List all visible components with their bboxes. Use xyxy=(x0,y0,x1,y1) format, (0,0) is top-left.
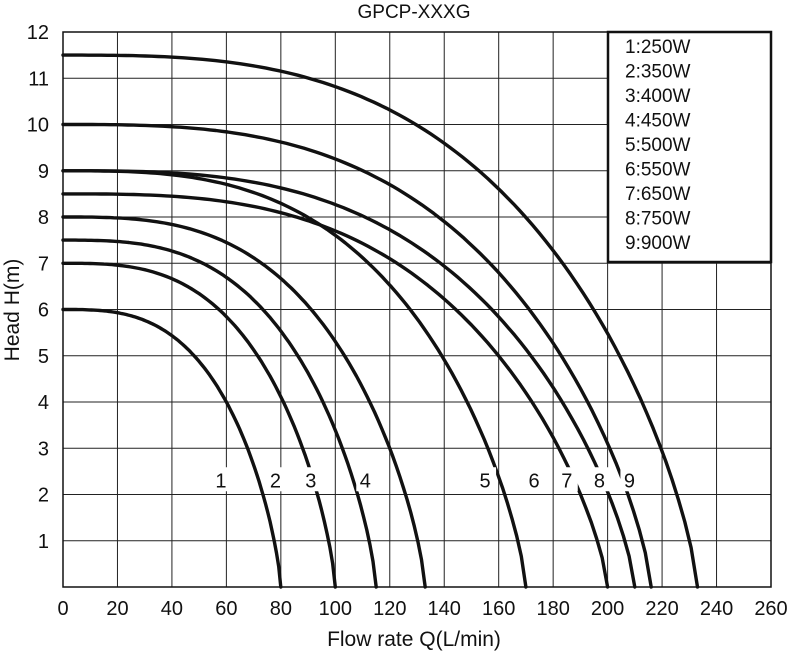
axis-ticks: 0 20 40 60 80 100 120 140 160 180 200 220 240 2601234… xyxy=(27,22,788,620)
x-tick-label: 160 xyxy=(482,598,515,620)
legend-box xyxy=(606,30,773,264)
y-tick-label: 1 xyxy=(38,531,49,553)
y-tick-label: 9 xyxy=(38,161,49,183)
curve-label-9: 9 xyxy=(624,470,635,492)
x-tick-label: 60 xyxy=(215,598,237,620)
curve-2 xyxy=(61,261,337,589)
pump-curves xyxy=(61,53,700,589)
curve-label-bg-5 xyxy=(476,467,497,492)
x-axis-label: Flow rate Q(L/min) xyxy=(327,628,501,651)
x-tick-label: 200 xyxy=(591,598,624,620)
curve-label-bg-6 xyxy=(525,467,546,492)
x-tick-label: 260 xyxy=(754,598,787,620)
x-tick-label: 140 xyxy=(428,598,461,620)
y-tick-label: 2 xyxy=(38,485,49,507)
legend-entry: 2:350W xyxy=(625,62,691,83)
legend-entry: 4:450W xyxy=(625,111,691,132)
y-tick-label: 7 xyxy=(38,253,49,275)
y-tick-label: 4 xyxy=(38,392,49,414)
curve-8 xyxy=(61,122,653,589)
curve-3 xyxy=(61,238,378,589)
legend-entry: 6:550W xyxy=(625,160,691,181)
x-tick-label: 100 xyxy=(319,598,352,620)
curve-label-6: 6 xyxy=(529,470,540,492)
legend-entry: 1:250W xyxy=(625,37,691,58)
curve-label-4: 4 xyxy=(360,470,371,492)
curve-label-bg-2 xyxy=(266,467,287,492)
y-tick-label: 5 xyxy=(38,346,49,368)
x-tick-label: 220 xyxy=(645,598,678,620)
y-tick-label: 3 xyxy=(38,438,49,460)
y-tick-label: 6 xyxy=(38,300,49,322)
curve-label-5: 5 xyxy=(480,470,491,492)
x-tick-label: 80 xyxy=(270,598,292,620)
x-tick-label: 40 xyxy=(161,598,183,620)
curve-label-2: 2 xyxy=(270,470,281,492)
curve-label-bg-9 xyxy=(620,467,641,492)
y-axis-label: Head H(m) xyxy=(1,259,24,362)
curve-label-bg-1 xyxy=(211,467,232,492)
legend-entry: 7:650W xyxy=(625,184,691,205)
curve-label-7: 7 xyxy=(561,470,572,492)
curve-6 xyxy=(61,192,610,589)
y-tick-label: 11 xyxy=(28,68,49,90)
legend-entry: 3:400W xyxy=(625,86,691,107)
x-tick-label: 180 xyxy=(536,598,569,620)
curve-label-bg-3 xyxy=(301,467,322,492)
curve-1 xyxy=(61,307,283,589)
curve-7 xyxy=(61,169,637,589)
y-tick-label: 12 xyxy=(27,22,49,44)
curve-label-bg-8 xyxy=(590,467,611,492)
x-tick-label: 20 xyxy=(106,598,128,620)
curve-label-1: 1 xyxy=(215,470,226,492)
x-tick-label: 240 xyxy=(700,598,733,620)
legend-entry: 8:750W xyxy=(625,209,691,230)
chart-title: GPCP-XXXG xyxy=(358,2,471,23)
x-tick-label: 120 xyxy=(373,598,406,620)
y-tick-label: 10 xyxy=(27,115,49,137)
curve-label-3: 3 xyxy=(305,470,316,492)
curve-label-bg-4 xyxy=(356,467,377,492)
curve-9 xyxy=(61,53,700,589)
y-tick-label: 8 xyxy=(38,207,49,229)
x-tick-label: 0 xyxy=(57,598,68,620)
curve-label-bg-7 xyxy=(557,467,578,492)
curve-label-8: 8 xyxy=(594,470,605,492)
curve-4 xyxy=(61,215,427,589)
legend-entry: 9:900W xyxy=(625,233,691,254)
legend: 1:250W 2:350W 3:400W 4:450W 5:500W 6:550W 7:65… xyxy=(606,30,773,264)
legend-entry: 5:500W xyxy=(625,135,691,156)
